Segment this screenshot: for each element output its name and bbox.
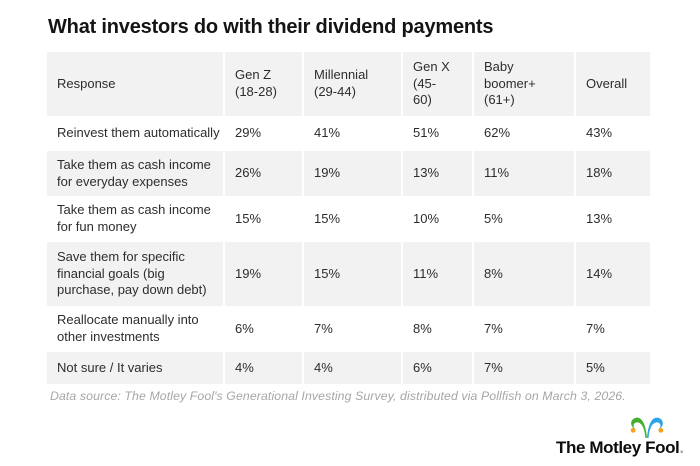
value-cell: 62% bbox=[484, 125, 511, 141]
column-header: Millennial (29-44) bbox=[304, 52, 401, 116]
value-cell: 15% bbox=[235, 210, 262, 226]
value-cell: 13% bbox=[586, 210, 613, 226]
row-label: Take them as cash income for everyday ex… bbox=[47, 151, 223, 196]
value-cell: 6% bbox=[403, 352, 472, 384]
value-cell: 11% bbox=[474, 151, 574, 196]
value-cell: 41% bbox=[314, 125, 341, 141]
value-cell: 14% bbox=[576, 242, 650, 306]
column-header: Gen Z (18-28) bbox=[225, 52, 302, 116]
value-cell: 15% bbox=[304, 242, 401, 306]
value-cell: 4% bbox=[304, 352, 401, 384]
logo-wordmark: The Motley Fool bbox=[556, 438, 680, 457]
value-cell: 19% bbox=[304, 151, 401, 196]
value-cell: 5% bbox=[576, 352, 650, 384]
row-label: Reallocate manually into other investmen… bbox=[57, 312, 199, 344]
jester-hat-icon bbox=[630, 417, 664, 438]
column-header: Gen X (45- 60) bbox=[403, 52, 472, 116]
value-cell: 11% bbox=[403, 242, 472, 306]
logo-period: . bbox=[679, 438, 684, 457]
hat-right-lobe bbox=[647, 417, 663, 438]
column-header-response: Response bbox=[47, 52, 223, 116]
value-cell: 8% bbox=[474, 242, 574, 306]
hat-bell-right bbox=[658, 427, 664, 433]
value-cell: 13% bbox=[403, 151, 472, 196]
value-cell: 7% bbox=[474, 352, 574, 384]
value-cell: 8% bbox=[413, 320, 432, 336]
column-header: Baby boomer+ (61+) bbox=[474, 52, 574, 116]
value-cell: 7% bbox=[586, 320, 605, 336]
value-cell: 7% bbox=[314, 320, 333, 336]
value-cell: 43% bbox=[586, 125, 613, 141]
value-cell: 7% bbox=[484, 320, 503, 336]
dividend-table: Response Gen Z (18-28) Millennial (29-44) G… bbox=[47, 52, 650, 384]
row-label: Reinvest them automatically bbox=[57, 125, 220, 141]
value-cell: 4% bbox=[225, 352, 302, 384]
value-cell: 6% bbox=[235, 320, 254, 336]
value-cell: 51% bbox=[413, 125, 440, 141]
value-cell: 10% bbox=[413, 210, 440, 226]
page-title: What investors do with their dividend pa… bbox=[48, 16, 494, 38]
logo-text: The Motley Fool. bbox=[556, 438, 684, 458]
hat-left-lobe bbox=[631, 417, 647, 438]
data-source-note: Data source: The Motley Fool's Generatio… bbox=[50, 389, 626, 403]
motley-fool-logo: The Motley Fool. bbox=[556, 414, 686, 462]
row-label: Take them as cash income for fun money bbox=[57, 202, 211, 234]
value-cell: 5% bbox=[484, 210, 503, 226]
column-header: Overall bbox=[576, 52, 650, 116]
row-label: Not sure / It varies bbox=[47, 352, 223, 384]
hat-bell-left bbox=[630, 427, 636, 433]
value-cell: 18% bbox=[576, 151, 650, 196]
value-cell: 19% bbox=[225, 242, 302, 306]
value-cell: 15% bbox=[314, 210, 341, 226]
value-cell: 26% bbox=[225, 151, 302, 196]
value-cell: 29% bbox=[235, 125, 262, 141]
row-label: Save them for specific financial goals (… bbox=[47, 242, 223, 306]
